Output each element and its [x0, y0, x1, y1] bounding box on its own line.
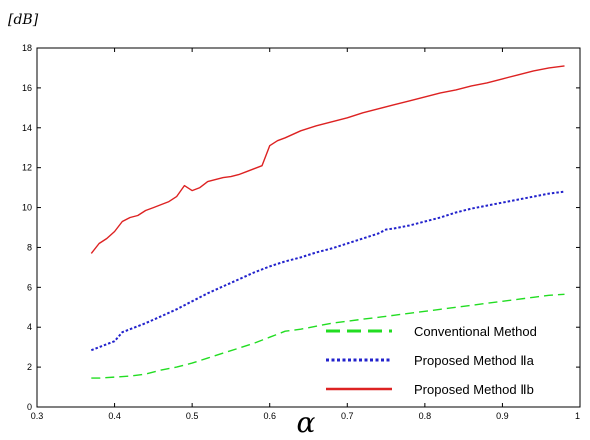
y-tick-label: 6 [27, 282, 32, 292]
y-tick-label: 8 [27, 242, 32, 252]
y-tick-label: 2 [27, 362, 32, 372]
legend-label-3: Proposed Method Ⅱb [414, 382, 534, 397]
y-tick-label: 0 [27, 402, 32, 412]
x-tick-label: 0.4 [108, 411, 121, 421]
x-tick-label: 1 [575, 411, 580, 421]
x-tick-label: 0.5 [186, 411, 199, 421]
x-tick-label: 0.3 [31, 411, 44, 421]
x-axis-label: α [297, 406, 316, 439]
series-line-3 [90, 65, 565, 254]
legend: Conventional Method Proposed Method Ⅱa Pro… [326, 324, 537, 397]
y-tick-label: 14 [22, 123, 32, 133]
x-tick-label: 0.9 [496, 411, 509, 421]
y-tick-label: 18 [22, 43, 32, 53]
plot-frame [36, 47, 581, 408]
x-axis-ticks: 0.3 0.4 0.5 0.6 0.7 0.8 0.9 1 [31, 48, 581, 421]
y-tick-label: 16 [22, 83, 32, 93]
x-tick-label: 0.6 [263, 411, 276, 421]
series-lines [90, 65, 565, 379]
series-line-1 [91, 293, 565, 379]
legend-label-1: Conventional Method [414, 324, 537, 339]
legend-label-2: Proposed Method Ⅱa [414, 353, 535, 368]
series-line-2 [90, 190, 565, 352]
y-tick-label: 4 [27, 322, 32, 332]
x-tick-label: 0.7 [341, 411, 354, 421]
y-axis-ticks: 0 2 4 6 8 10 12 14 16 18 [22, 43, 580, 412]
x-tick-label: 0.8 [419, 411, 432, 421]
y-axis-label: [dB] [8, 12, 39, 28]
y-tick-label: 10 [22, 203, 32, 213]
y-tick-label: 12 [22, 163, 32, 173]
